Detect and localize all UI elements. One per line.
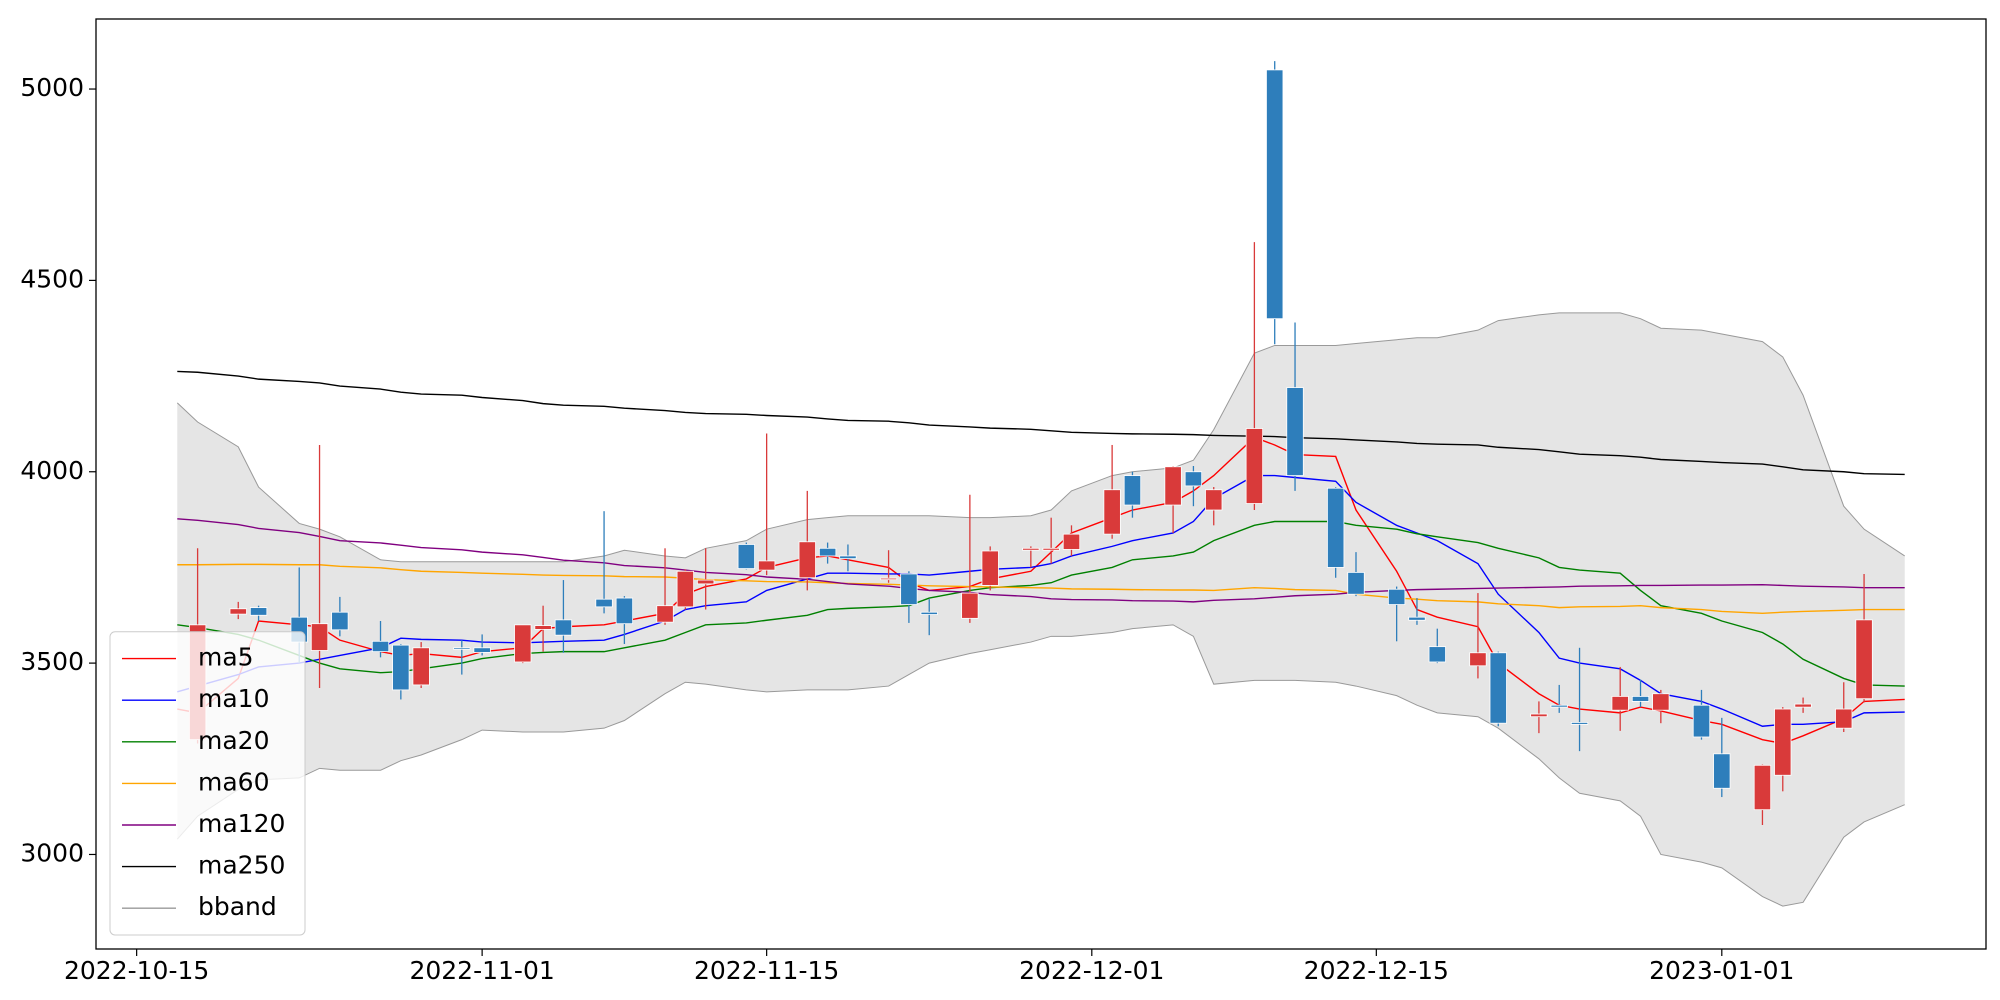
candle-body xyxy=(554,619,573,636)
candle-body xyxy=(1042,547,1060,551)
x-tick-label: 2022-12-15 xyxy=(1304,956,1449,985)
candle-body xyxy=(453,647,471,650)
candle-body xyxy=(798,541,816,579)
ma-line xyxy=(177,563,1905,615)
candle-body xyxy=(818,547,837,557)
candle-body xyxy=(412,647,430,686)
candle-body xyxy=(331,611,349,631)
candle-body xyxy=(839,555,857,560)
ma-line xyxy=(177,518,1905,603)
candle-body xyxy=(1164,466,1182,506)
candle-body xyxy=(1469,652,1487,667)
y-tick-label: 3000 xyxy=(20,838,84,867)
candle-body xyxy=(1123,475,1142,506)
candle-body xyxy=(615,597,634,625)
candle-body xyxy=(514,624,532,663)
candle-body xyxy=(1408,616,1426,621)
legend: ma5 ma10 ma20 ma60 ma120 ma250 bband xyxy=(109,631,306,936)
candle-body xyxy=(920,611,938,615)
candle-body xyxy=(534,625,552,630)
candle-body xyxy=(1530,713,1548,718)
candle-body xyxy=(1327,487,1345,568)
candle-body xyxy=(1062,533,1081,550)
candle-body xyxy=(1103,489,1121,535)
candle-body xyxy=(676,570,695,608)
candle-body xyxy=(1611,696,1629,711)
candle-body xyxy=(1347,572,1365,595)
ma-line xyxy=(177,474,1905,727)
candle-body xyxy=(1428,646,1446,663)
band-lower-line xyxy=(176,624,1905,907)
candle-body xyxy=(1387,588,1406,605)
x-tick-label: 2022-12-01 xyxy=(1019,956,1164,985)
band-area xyxy=(177,312,1905,907)
candle-body xyxy=(249,607,268,616)
candle-body xyxy=(1022,547,1040,551)
legend-label: ma20 xyxy=(198,726,269,755)
x-tick-label: 2023-01-01 xyxy=(1649,956,1794,985)
candle-body xyxy=(229,608,247,615)
candle-body xyxy=(1266,69,1284,320)
y-tick-label: 3500 xyxy=(20,647,84,676)
candle-body xyxy=(1205,489,1223,511)
candle-body xyxy=(737,544,755,569)
legend-label: bband xyxy=(198,892,277,921)
candle-body xyxy=(1652,693,1670,711)
candle-body xyxy=(1753,764,1772,811)
candle-body xyxy=(757,560,776,571)
candle-body xyxy=(1286,387,1304,476)
ma-line xyxy=(177,436,1905,745)
plot-area xyxy=(176,61,1905,907)
candle-body xyxy=(981,550,999,586)
y-tick-label: 4000 xyxy=(20,456,84,485)
candle-body xyxy=(595,598,613,608)
band-upper-line xyxy=(176,312,1905,563)
y-tick-label: 4500 xyxy=(20,264,84,293)
candle-body xyxy=(900,573,918,605)
ma-line xyxy=(177,370,1905,476)
x-tick-label: 2022-11-15 xyxy=(694,956,839,985)
legend-label: ma120 xyxy=(198,809,285,838)
y-tick-label: 5000 xyxy=(20,73,84,102)
x-tick-label: 2022-10-15 xyxy=(64,956,209,985)
legend-label: ma10 xyxy=(198,684,269,713)
candle-body xyxy=(1570,722,1589,725)
candle-body xyxy=(961,592,979,619)
legend-label: ma5 xyxy=(198,643,254,672)
candle-body xyxy=(473,647,491,653)
candle-body xyxy=(1245,428,1264,504)
candle-body xyxy=(1550,704,1568,708)
legend-box xyxy=(109,631,306,936)
legend-label: ma250 xyxy=(198,851,285,880)
candle-body xyxy=(1855,619,1873,700)
candle-body xyxy=(656,605,674,623)
ma-line xyxy=(177,520,1905,687)
plot-frame xyxy=(95,18,1987,950)
candle-body xyxy=(1631,696,1650,702)
candle-body xyxy=(697,579,715,585)
candle-body xyxy=(1489,652,1507,724)
candle-body xyxy=(392,644,410,691)
candle-body xyxy=(1774,708,1792,776)
candle-body xyxy=(1794,703,1812,708)
candle-body xyxy=(1692,704,1711,738)
legend-label: ma60 xyxy=(198,767,269,796)
candle-body xyxy=(310,623,329,651)
x-tick-label: 2022-11-01 xyxy=(409,956,554,985)
candle-body xyxy=(879,577,898,581)
candle-body xyxy=(371,640,390,653)
candle-body xyxy=(1835,708,1853,729)
candle-body xyxy=(1184,471,1203,487)
candle-body xyxy=(1713,753,1731,789)
